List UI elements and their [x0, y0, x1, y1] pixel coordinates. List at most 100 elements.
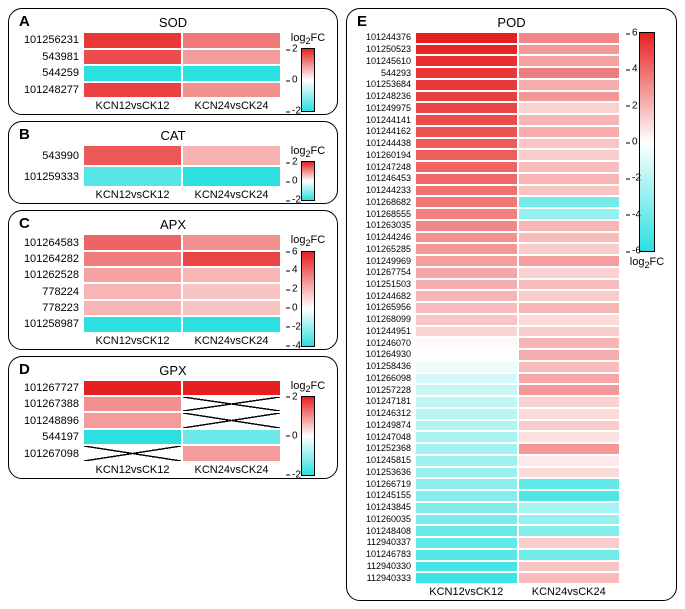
heatmap-cell: [182, 380, 281, 396]
heatmap-cell: [518, 55, 621, 67]
gene-id-label: 101267388: [15, 396, 83, 412]
gene-id-label: 112940330: [353, 561, 415, 573]
heatmap-cell: [518, 243, 621, 255]
gene-id-label: 101245155: [353, 490, 415, 502]
heatmap-cell: [83, 251, 182, 267]
colorbar-tick: 6: [632, 28, 638, 39]
gene-id-label: 101246783: [353, 549, 415, 561]
gene-id-label: 101253636: [353, 467, 415, 479]
heatmap-cell: [518, 79, 621, 91]
heatmap-cell: [415, 126, 518, 138]
gene-id-label: 543981: [15, 49, 83, 66]
colorbar-tick: 0: [292, 430, 298, 441]
heatmap-cell: [83, 166, 182, 187]
colorbar-tick: 0: [292, 75, 298, 86]
column-label: KCN24vsCK24: [182, 189, 281, 201]
heatmap-cell: [182, 82, 281, 99]
heatmap-cell: [518, 431, 621, 443]
gene-id-label: 101244141: [353, 114, 415, 126]
gene-id-label: 101248408: [353, 525, 415, 537]
heatmap-cell: [518, 44, 621, 56]
heatmap-cell: [518, 572, 621, 584]
heatmap-cell: [518, 396, 621, 408]
panel-letter: E: [357, 13, 367, 30]
colorbar-label: log2FC: [630, 256, 664, 270]
gene-id-label: 101244438: [353, 138, 415, 150]
heatmap-cell: [415, 572, 518, 584]
heatmap-cell: [83, 32, 182, 49]
gene-id-label: 112940337: [353, 537, 415, 549]
heatmap-cell: [415, 208, 518, 220]
heatmap-cell: [182, 445, 281, 461]
heatmap-cell: [415, 79, 518, 91]
heatmap-cell: [415, 349, 518, 361]
heatmap-cell: [518, 126, 621, 138]
heatmap-cell: [518, 232, 621, 244]
gene-id-label: 101266719: [353, 478, 415, 490]
heatmap-cell: [518, 138, 621, 150]
gene-id-label: 101257228: [353, 384, 415, 396]
gene-id-label: 101243845: [353, 502, 415, 514]
heatmap-cell: [182, 429, 281, 445]
gene-id-label: 101259333: [15, 166, 83, 187]
heatmap-cell: [415, 549, 518, 561]
heatmap-cell: [518, 114, 621, 126]
gene-id-label: 101260035: [353, 514, 415, 526]
heatmap-cell: [83, 396, 182, 412]
heatmap-cell: [518, 361, 621, 373]
heatmap-cell: [518, 502, 621, 514]
heatmap-cell: [415, 267, 518, 279]
heatmap-cell: [518, 326, 621, 338]
colorbar-tick: -4: [632, 209, 641, 220]
panel-apx: CAPX101264583101264282101262528778224778…: [8, 210, 338, 349]
heatmap-cell: [415, 67, 518, 79]
gene-id-label: 778223: [15, 300, 83, 316]
heatmap-cell: [518, 384, 621, 396]
gene-id-label: 101268682: [353, 196, 415, 208]
gene-id-label: 101263035: [353, 220, 415, 232]
heatmap-cell: [182, 396, 281, 412]
column-label: KCN12vsCK12: [415, 586, 518, 598]
gene-id-label: 101267098: [15, 445, 83, 461]
gene-id-label: 101247181: [353, 396, 415, 408]
heatmap-cell: [182, 145, 281, 166]
gene-id-label: 101244246: [353, 232, 415, 244]
heatmap-cell: [518, 255, 621, 267]
heatmap-cell: [182, 283, 281, 299]
heatmap-cell: [415, 525, 518, 537]
heatmap-cell: [415, 490, 518, 502]
heatmap-cell: [518, 67, 621, 79]
heatmap-cell: [518, 32, 621, 44]
heatmap-cell: [415, 255, 518, 267]
panel-title: POD: [353, 15, 670, 30]
gene-id-label: 101250523: [353, 44, 415, 56]
heatmap-cell: [83, 49, 182, 66]
heatmap-cell: [182, 234, 281, 250]
colorbar: 6420-2-4-6: [639, 32, 655, 252]
heatmap-cell: [415, 408, 518, 420]
heatmap-cell: [518, 196, 621, 208]
heatmap-cell: [415, 467, 518, 479]
gene-id-label: 101249975: [353, 102, 415, 114]
heatmap-cell: [415, 114, 518, 126]
column-label: KCN24vsCK24: [182, 100, 281, 112]
heatmap-cell: [415, 196, 518, 208]
gene-id-label: 101249969: [353, 255, 415, 267]
colorbar-tick: 2: [292, 391, 298, 402]
column-label: KCN12vsCK12: [83, 100, 182, 112]
heatmap-cell: [415, 420, 518, 432]
gene-id-label: 778224: [15, 283, 83, 299]
heatmap-cell: [518, 290, 621, 302]
gene-id-label: 101251503: [353, 279, 415, 291]
heatmap-cell: [415, 232, 518, 244]
heatmap-cell: [415, 91, 518, 103]
colorbar: 20-2: [301, 161, 315, 201]
heatmap-cell: [518, 314, 621, 326]
heatmap-cell: [518, 149, 621, 161]
heatmap-cell: [415, 149, 518, 161]
panel-letter: B: [19, 126, 30, 143]
gene-id-label: 101264282: [15, 251, 83, 267]
gene-id-label: 101246070: [353, 337, 415, 349]
gene-id-label: 101266098: [353, 373, 415, 385]
heatmap-cell: [518, 161, 621, 173]
